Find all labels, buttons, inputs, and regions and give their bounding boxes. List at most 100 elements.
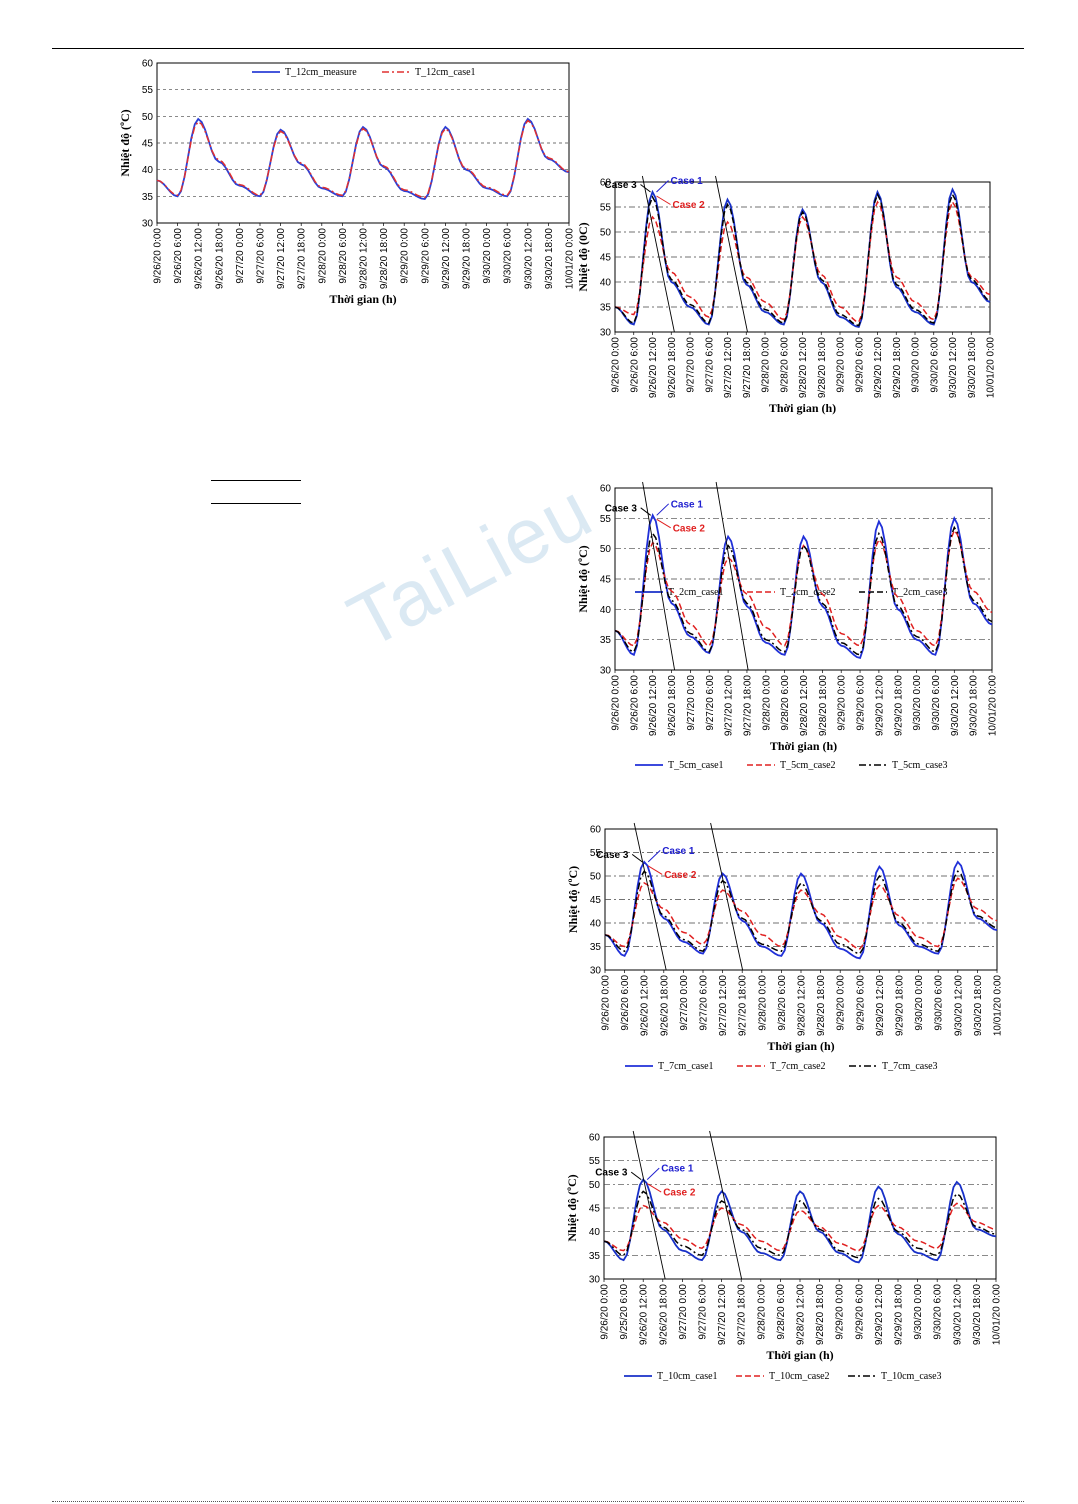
series-line-T_12cm_case1 — [156, 119, 570, 199]
x-tick-label: 9/27/20 0:00 — [679, 975, 690, 1031]
legend-label: T_10cm_case1 — [657, 1371, 718, 1382]
page-top-rule — [52, 48, 1024, 49]
annotation-case-1: Case 1 — [671, 499, 704, 510]
x-tick-label: 9/27/20 12:00 — [724, 675, 735, 737]
legend-label: T_10cm_case3 — [881, 1371, 942, 1382]
legend-label: T_5cm_case1 — [668, 760, 724, 771]
annotation-arrow — [630, 1171, 642, 1180]
x-tick-label: 9/29/20 18:00 — [892, 337, 903, 399]
x-tick-label: 10/01/20 0:00 — [988, 675, 999, 737]
x-tick-label: 9/28/20 0:00 — [761, 337, 772, 393]
x-tick-label: 9/30/20 18:00 — [544, 228, 555, 290]
x-tick-label: 9/26/20 18:00 — [667, 337, 678, 399]
legend-label: T_10cm_case2 — [769, 1371, 830, 1382]
series-line-T_7cm_case2 — [604, 877, 998, 950]
legend-label: T_2cm_case3 — [892, 587, 948, 598]
x-tick-label: 9/30/20 12:00 — [952, 1284, 963, 1346]
x-tick-label: 9/30/20 0:00 — [912, 675, 923, 731]
x-tick-label: 9/29/20 18:00 — [895, 975, 906, 1037]
x-tick-label: 10/01/20 0:00 — [565, 228, 576, 290]
x-tick-label: 9/28/20 6:00 — [776, 1284, 787, 1340]
x-tick-label: 9/29/20 6:00 — [855, 975, 866, 1031]
legend-label: T_2cm_case1 — [668, 587, 724, 598]
x-tick-label: 9/29/20 6:00 — [420, 228, 431, 284]
x-tick-label: 9/27/20 6:00 — [705, 675, 716, 731]
y-tick-label: 45 — [590, 895, 602, 906]
x-tick-label: 9/30/20 6:00 — [931, 675, 942, 731]
case-guide-line — [632, 1130, 666, 1280]
x-tick-label: 9/29/20 0:00 — [837, 675, 848, 731]
x-tick-label: 9/26/20 0:00 — [153, 228, 164, 284]
x-tick-label: 9/28/20 12:00 — [796, 1284, 807, 1346]
annotation-case-1: Case 1 — [661, 1164, 694, 1175]
annotation-case-1: Case 1 — [671, 176, 704, 187]
chart-svg: 30 35 40 45 50 55 60 9/26/20 0:00 9/25/20 6:00 9/… — [565, 1130, 1003, 1382]
y-tick-label: 40 — [600, 605, 612, 616]
watermark-text: TaiLieu — [334, 464, 607, 666]
x-tick-label: 9/27/20 0:00 — [678, 1284, 689, 1340]
y-axis-title: Nhiệt độ (ºC) — [565, 1174, 579, 1241]
y-tick-label: 30 — [590, 966, 602, 977]
series-line-T_2cm_case2 — [614, 200, 991, 323]
x-tick-label: 9/29/20 0:00 — [836, 337, 847, 393]
y-tick-label: 45 — [142, 139, 154, 150]
x-axis-title: Thời gian (h) — [766, 1348, 833, 1362]
x-tick-label: 9/26/20 12:00 — [648, 675, 659, 737]
case-guide-line — [709, 1130, 743, 1280]
x-tick-label: 9/29/20 6:00 — [854, 1284, 865, 1340]
x-tick-label: 9/27/20 12:00 — [718, 975, 729, 1037]
y-tick-label: 35 — [142, 192, 154, 203]
chart-svg: 30 35 40 45 50 55 60 9/26/20 0:00 9/26/20 6:00 9/… — [576, 175, 997, 598]
x-tick-label: 9/30/20 6:00 — [503, 228, 514, 284]
x-tick-label: 9/28/20 18:00 — [816, 975, 827, 1037]
x-tick-label: 9/29/20 18:00 — [893, 675, 904, 737]
annotation-arrow — [656, 503, 670, 516]
y-tick-label: 40 — [590, 919, 602, 930]
x-tick-label: 10/01/20 0:00 — [992, 1284, 1003, 1346]
x-tick-label: 9/27/20 6:00 — [698, 1284, 709, 1340]
x-tick-label: 9/28/20 6:00 — [779, 337, 790, 393]
blank-line — [211, 503, 301, 504]
y-tick-label: 35 — [600, 635, 612, 646]
x-tick-label: 9/29/20 6:00 — [856, 675, 867, 731]
x-tick-label: 9/27/20 6:00 — [699, 975, 710, 1031]
annotation-case-2: Case 2 — [663, 1188, 696, 1199]
page-bottom-rule — [52, 1501, 1024, 1502]
y-tick-label: 60 — [142, 59, 154, 70]
x-tick-label: 9/29/20 0:00 — [400, 228, 411, 284]
x-axis-title: Thời gian (h) — [769, 401, 836, 415]
x-tick-label: 9/29/20 12:00 — [873, 337, 884, 399]
x-tick-label: 9/29/20 12:00 — [874, 1284, 885, 1346]
y-tick-label: 30 — [600, 666, 612, 677]
x-tick-label: 9/27/20 12:00 — [276, 228, 287, 290]
legend-label: T_12cm_case1 — [415, 67, 476, 78]
x-tick-label: 9/26/20 0:00 — [611, 337, 622, 393]
x-tick-label: 9/27/20 18:00 — [738, 975, 749, 1037]
x-tick-label: 9/26/20 12:00 — [640, 975, 651, 1037]
x-tick-label: 9/28/20 0:00 — [317, 228, 328, 284]
legend-label: T_5cm_case2 — [780, 760, 836, 771]
y-tick-label: 60 — [590, 825, 602, 836]
chart-svg: 30 35 40 45 50 55 60 9/26/20 0:00 9/26/20 6:00 9/… — [566, 822, 1004, 1072]
x-tick-label: 9/30/20 0:00 — [911, 337, 922, 393]
y-tick-label: 30 — [589, 1275, 601, 1286]
x-tick-label: 9/28/20 18:00 — [817, 337, 828, 399]
annotation-case-3: Case 3 — [605, 503, 638, 514]
x-tick-label: 9/28/20 6:00 — [338, 228, 349, 284]
x-tick-label: 9/29/20 12:00 — [441, 228, 452, 290]
series-line-T_7cm_case1 — [604, 860, 998, 960]
case-guide-line — [641, 175, 675, 333]
x-axis-title: Thời gian (h) — [767, 1039, 834, 1053]
x-tick-label: 9/28/20 12:00 — [797, 975, 808, 1037]
chart-svg: 30 35 40 45 50 55 60 9/26/20 0:00 9/26/20 6:00 9/… — [576, 481, 999, 771]
x-tick-label: 9/27/20 18:00 — [737, 1284, 748, 1346]
y-tick-label: 55 — [600, 514, 612, 525]
y-tick-label: 35 — [600, 303, 612, 314]
annotation-arrow — [656, 180, 669, 193]
x-tick-label: 9/26/20 6:00 — [173, 228, 184, 284]
y-tick-label: 40 — [142, 165, 154, 176]
x-tick-label: 9/28/20 18:00 — [815, 1284, 826, 1346]
series-line-T_5cm_case1 — [614, 513, 993, 659]
chart-7cm-cases: 30 35 40 45 50 55 60 9/26/20 0:00 9/26/20 6:00 9/… — [566, 822, 1005, 1082]
y-axis-title: Nhiệt độ (ºC) — [118, 109, 132, 176]
